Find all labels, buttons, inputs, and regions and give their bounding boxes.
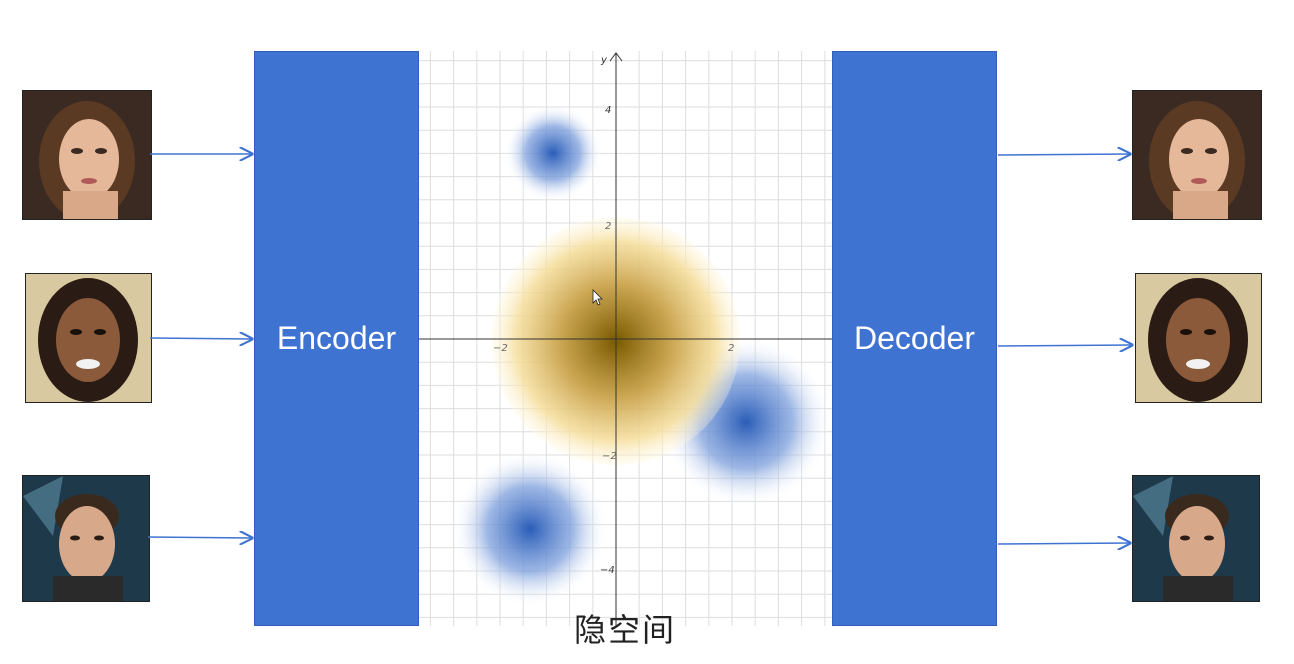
decoder-label: Decoder: [854, 320, 975, 356]
face-photo-icon: [1133, 91, 1261, 219]
gaussian-blue-bottom: [452, 451, 608, 607]
gaussian-blobs: [452, 104, 831, 607]
encoder-block: Encoder: [254, 51, 419, 626]
input-face-2: [25, 273, 152, 403]
arrow-input-3: [147, 537, 252, 538]
arrow-output-2: [997, 345, 1132, 346]
arrow-input-2: [149, 338, 252, 339]
output-face-1: [1132, 90, 1262, 220]
output-face-3: [1132, 475, 1260, 602]
tick-y-neg4: −4: [600, 565, 615, 576]
tick-y-2: 2: [605, 221, 611, 232]
arrow-output-3: [997, 543, 1130, 544]
tick-x-neg2: −2: [493, 343, 508, 354]
face-photo-icon: [26, 274, 151, 402]
input-face-1: [22, 90, 152, 220]
tick-x-2: 2: [728, 343, 734, 354]
y-axis-label: y: [600, 55, 608, 66]
face-photo-icon: [1136, 274, 1261, 402]
face-photo-icon: [1133, 476, 1259, 601]
latent-space-plot: y 4 2 −2 2 −2 −4: [419, 51, 832, 626]
arrow-output-1: [997, 154, 1130, 155]
gaussian-blue-top: [504, 104, 602, 202]
latent-space-caption: 隐空间: [573, 611, 676, 649]
mouse-cursor-icon: [592, 289, 603, 306]
output-face-2: [1135, 273, 1262, 403]
y-axis-arrow-icon: [609, 52, 623, 62]
decoder-block: Decoder: [832, 51, 997, 626]
axes: y 4 2 −2 2 −2 −4: [419, 52, 832, 626]
face-photo-icon: [23, 476, 149, 601]
input-face-3: [22, 475, 150, 602]
face-photo-icon: [23, 91, 151, 219]
tick-y-neg2: −2: [602, 451, 617, 462]
encoder-label: Encoder: [276, 320, 397, 356]
tick-y-4: 4: [605, 105, 611, 116]
